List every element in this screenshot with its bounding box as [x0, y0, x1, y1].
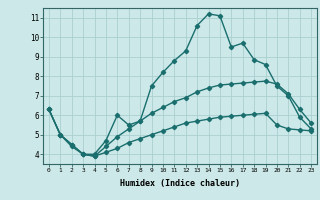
X-axis label: Humidex (Indice chaleur): Humidex (Indice chaleur) [120, 179, 240, 188]
